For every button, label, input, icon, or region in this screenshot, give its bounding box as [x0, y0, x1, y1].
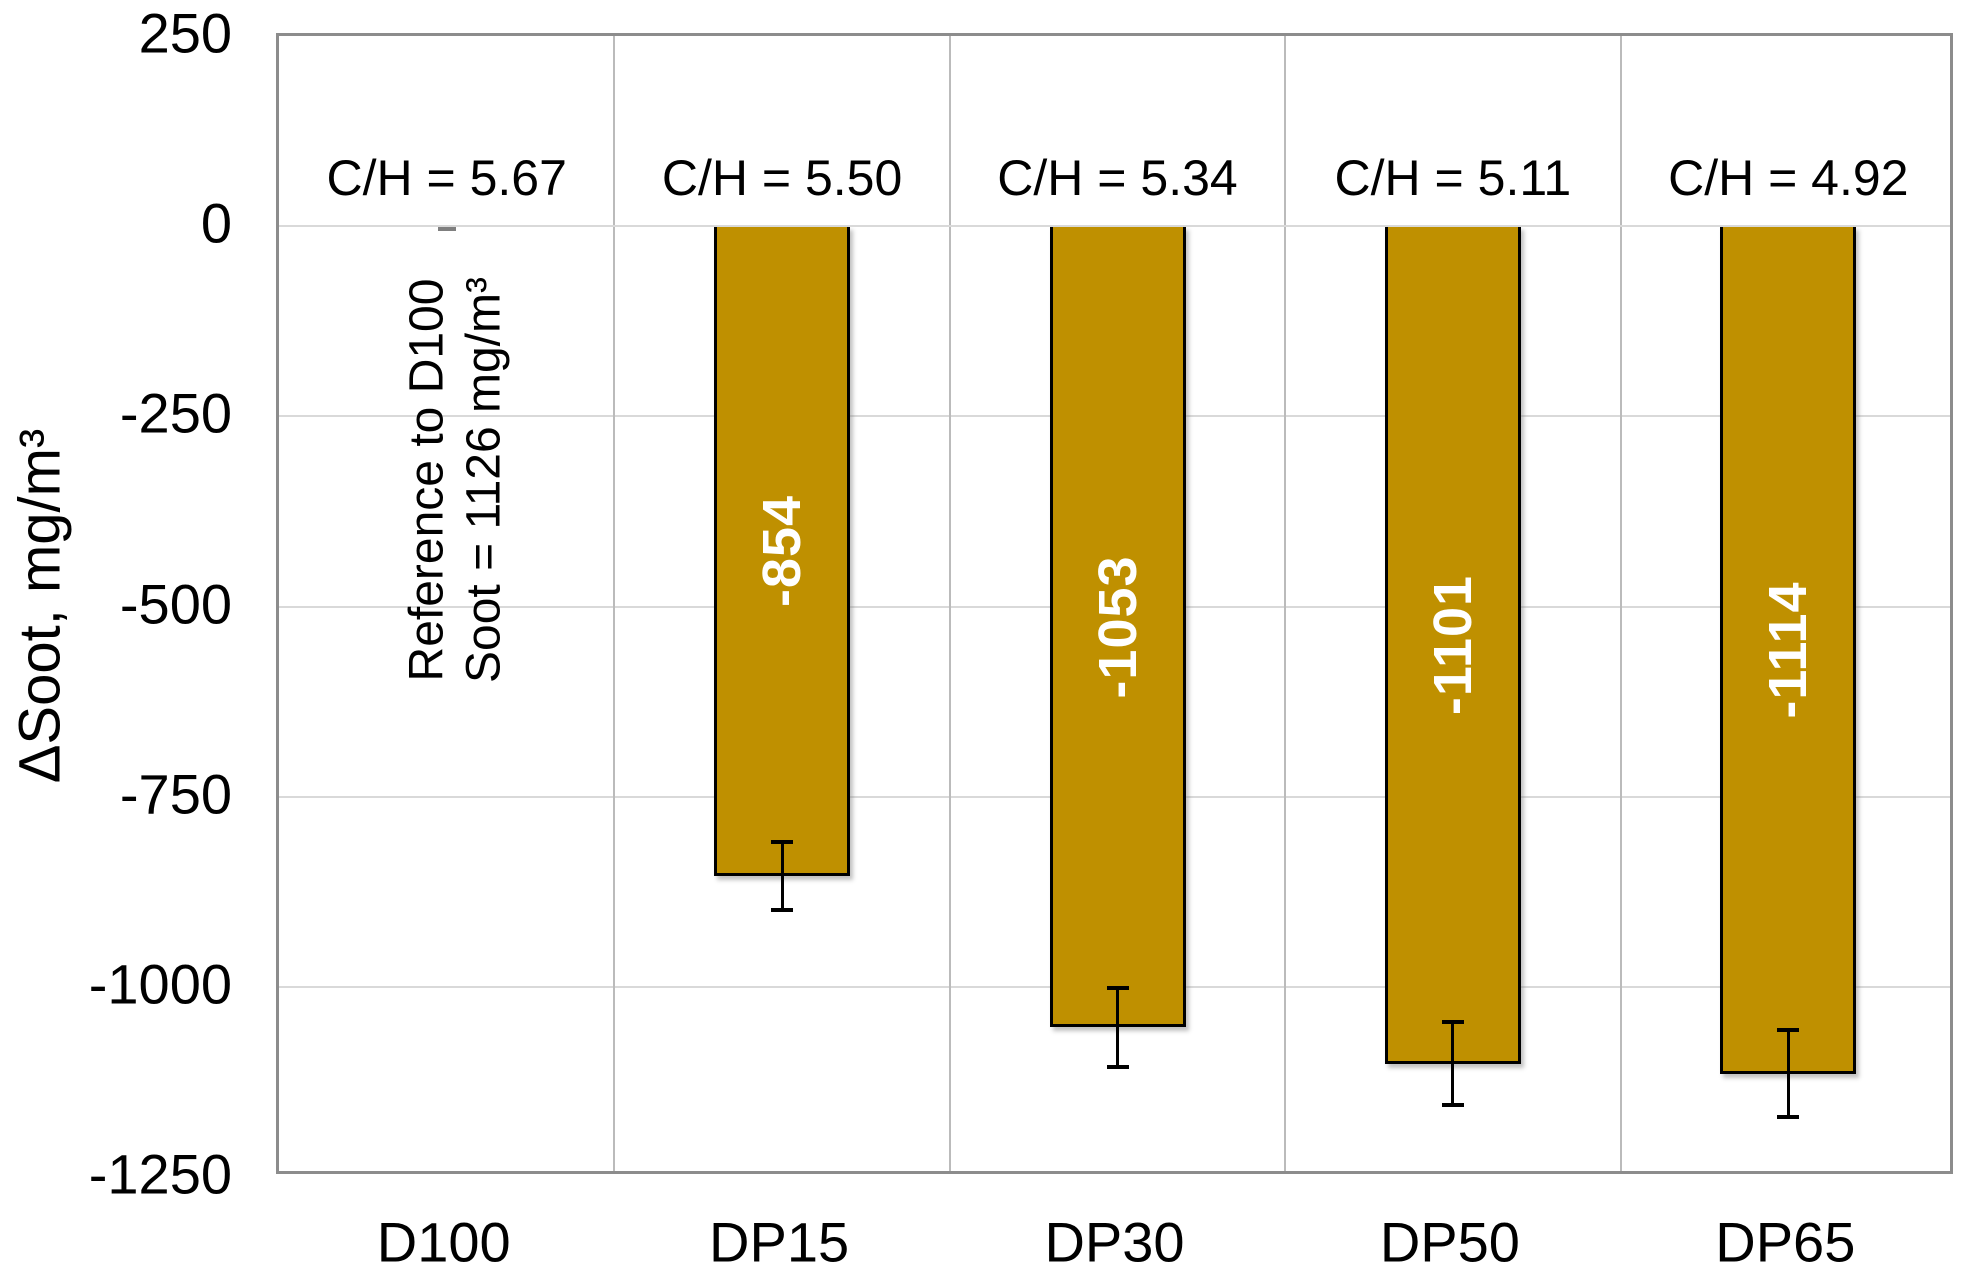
error-bar-whisker	[1116, 987, 1119, 1067]
zero-gridline	[279, 225, 1950, 228]
y-tick-label: -1250	[88, 1142, 232, 1206]
error-bar-cap	[1441, 1019, 1464, 1024]
column-divider	[613, 36, 616, 1171]
ch-ratio-label: C/H = 4.92	[1668, 150, 1909, 207]
error-bar-whisker	[780, 841, 784, 910]
x-tick-label: DP15	[709, 1210, 850, 1274]
error-bar-whisker	[1786, 1030, 1790, 1117]
x-tick-label: D100	[376, 1210, 511, 1274]
bar-value-label: -1101	[1422, 574, 1483, 715]
x-tick-label: DP50	[1379, 1210, 1520, 1274]
reference-annotation: Reference to D100 Soot = 1126 mg/m³	[399, 277, 512, 683]
column-divider	[1619, 36, 1622, 1171]
bar-value-label: -1053	[1087, 555, 1148, 699]
error-bar-cap	[1106, 985, 1129, 990]
y-tick-label: 0	[200, 191, 232, 255]
ch-ratio-label: C/H = 5.67	[326, 150, 567, 207]
x-tick-label: DP65	[1715, 1210, 1856, 1274]
column-divider	[1284, 36, 1287, 1171]
bar-dp30	[1049, 226, 1186, 1028]
error-bar-cap	[771, 908, 794, 912]
column-divider	[948, 36, 951, 1171]
ch-ratio-label: C/H = 5.50	[661, 150, 903, 207]
bar-dp65	[1720, 226, 1857, 1074]
reference-annotation-line2: Soot = 1126 mg/m³	[456, 277, 510, 683]
error-bar-cap	[1777, 1028, 1800, 1033]
y-tick-label: -500	[119, 572, 232, 635]
error-bar-cap	[1441, 1103, 1464, 1108]
reference-zero-marker	[437, 227, 456, 232]
y-tick-label: -1000	[88, 952, 232, 1016]
error-bar-whisker	[1451, 1021, 1455, 1106]
error-bar-cap	[1106, 1064, 1129, 1069]
plot-area: C/H = 5.67 C/H = 5.50 -854 C/H = 5.34 -1053 C…	[276, 33, 1953, 1174]
y-tick-label: -750	[119, 762, 232, 826]
bar-dp15	[714, 226, 851, 876]
ch-ratio-label: C/H = 5.34	[997, 150, 1238, 207]
x-tick-label: DP30	[1044, 1210, 1185, 1274]
bar-dp50	[1384, 226, 1521, 1064]
bar-value-label: -1114	[1758, 581, 1819, 719]
error-bar-cap	[771, 839, 794, 844]
bar-value-label: -854	[752, 494, 813, 608]
reference-annotation-line1: Reference to D100	[400, 278, 454, 682]
error-bar-cap	[1777, 1114, 1800, 1119]
y-tick-label: 250	[138, 1, 232, 65]
y-tick-label: -250	[119, 381, 232, 445]
ch-ratio-label: C/H = 5.11	[1334, 150, 1572, 207]
